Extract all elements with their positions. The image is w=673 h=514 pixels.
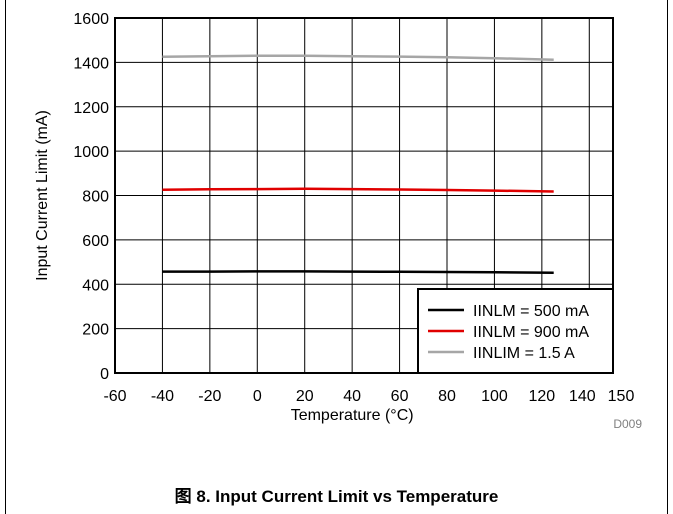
chart-legend: IINLM = 500 mA IINLM = 900 mA IINLIM = 1.5… bbox=[417, 288, 614, 374]
x-tick-label: 60 bbox=[391, 388, 409, 405]
x-tick-label: 80 bbox=[438, 388, 456, 405]
figure-code-label: D009 bbox=[613, 417, 642, 431]
x-tick-labels: -60 -40 -20 0 20 40 60 80 100 120 140 150 bbox=[103, 388, 634, 405]
y-tick-labels: 0 200 400 600 800 1000 1200 1400 1600 bbox=[73, 11, 109, 383]
chart-series bbox=[162, 54, 554, 274]
y-axis-label: Input Current Limit (mA) bbox=[34, 110, 51, 281]
y-tick-label: 1600 bbox=[73, 11, 109, 28]
y-tick-label: 0 bbox=[100, 366, 109, 383]
y-tick-label: 800 bbox=[82, 189, 109, 206]
x-tick-label: 20 bbox=[296, 388, 314, 405]
x-tick-label: 150 bbox=[608, 388, 635, 405]
plot-area-border bbox=[114, 17, 614, 374]
series-line-3 bbox=[162, 54, 554, 61]
x-axis-label: Temperature (°C) bbox=[291, 407, 414, 424]
legend-label-1: IINLM = 500 mA bbox=[473, 303, 589, 320]
x-tick-label: 140 bbox=[569, 388, 596, 405]
right-frame-border bbox=[667, 0, 668, 514]
y-tick-label: 200 bbox=[82, 322, 109, 339]
figure-caption: 图 8. Input Current Limit vs Temperature bbox=[174, 487, 499, 506]
x-tick-label: 40 bbox=[343, 388, 361, 405]
y-tick-label: 1000 bbox=[73, 144, 109, 161]
left-frame-border bbox=[5, 0, 6, 514]
y-tick-label: 1400 bbox=[73, 55, 109, 72]
x-tick-label: -20 bbox=[198, 388, 221, 405]
x-tick-label: 0 bbox=[253, 388, 262, 405]
series-line-1 bbox=[162, 270, 554, 274]
x-tick-label: -40 bbox=[151, 388, 174, 405]
legend-label-2: IINLM = 900 mA bbox=[473, 324, 589, 341]
x-tick-label: 100 bbox=[481, 388, 508, 405]
x-tick-label: 120 bbox=[529, 388, 556, 405]
y-tick-label: 400 bbox=[82, 277, 109, 294]
series-line-2 bbox=[162, 187, 554, 193]
legend-label-3: IINLIM = 1.5 A bbox=[473, 345, 575, 362]
y-tick-label: 600 bbox=[82, 233, 109, 250]
y-tick-label: 1200 bbox=[73, 100, 109, 117]
x-tick-label: -60 bbox=[103, 388, 126, 405]
